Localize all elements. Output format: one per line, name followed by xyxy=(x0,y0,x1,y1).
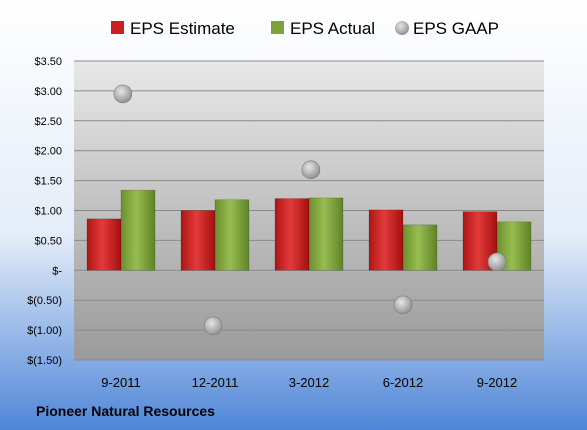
x-tick-label: 6-2012 xyxy=(383,375,423,390)
x-tick-label: 9-2011 xyxy=(101,375,141,390)
bar-eps-actual xyxy=(120,189,156,271)
y-tick-label: $1.00 xyxy=(34,206,62,218)
company-name: Pioneer Natural Resources xyxy=(36,403,215,419)
y-axis: $3.50 $3.00 $2.50 $2.00 $1.50 $1.00 $0.50 $- $(0… xyxy=(27,56,62,367)
legend-label-eps-gaap: EPS GAAP xyxy=(413,19,499,38)
y-tick-label: $2.00 xyxy=(34,146,62,158)
x-tick-label: 3-2012 xyxy=(289,375,329,390)
y-tick-label: $(1.00) xyxy=(27,325,62,337)
legend-label-eps-actual: EPS Actual xyxy=(290,19,375,38)
y-tick-label: $3.50 xyxy=(34,56,62,68)
bar-eps-estimate xyxy=(274,198,310,271)
legend: EPS Estimate EPS Actual EPS GAAP xyxy=(111,19,499,38)
x-axis-labels: 9-2011 12-2011 3-2012 6-2012 9-2012 xyxy=(101,375,517,390)
y-tick-label: $0.50 xyxy=(34,235,62,247)
x-tick-label: 12-2011 xyxy=(192,375,239,390)
y-tick-label: $(0.50) xyxy=(27,295,62,307)
bar-eps-actual xyxy=(402,224,438,271)
legend-swatch-eps-actual xyxy=(271,21,284,34)
gaap-points xyxy=(113,84,507,336)
bar-eps-actual xyxy=(214,199,250,271)
legend-swatch-eps-estimate xyxy=(111,21,124,34)
bars xyxy=(86,189,532,271)
bar-eps-actual xyxy=(308,197,344,271)
legend-label-eps-estimate: EPS Estimate xyxy=(130,19,235,38)
bar-eps-estimate xyxy=(180,210,216,271)
point-eps-gaap xyxy=(113,84,133,104)
y-tick-label: $- xyxy=(52,265,62,277)
y-tick-label: $2.50 xyxy=(34,116,62,128)
point-eps-gaap xyxy=(301,160,321,180)
x-tick-label: 9-2012 xyxy=(477,375,517,390)
point-eps-gaap xyxy=(393,295,413,315)
y-tick-label: $3.00 xyxy=(34,86,62,98)
point-eps-gaap xyxy=(203,316,223,336)
bar-eps-estimate xyxy=(86,218,122,271)
point-eps-gaap xyxy=(487,252,507,272)
legend-swatch-eps-gaap xyxy=(395,21,409,35)
y-tick-label: $(1.50) xyxy=(27,355,62,367)
bar-eps-estimate xyxy=(368,209,404,271)
y-tick-label: $1.50 xyxy=(34,176,62,188)
